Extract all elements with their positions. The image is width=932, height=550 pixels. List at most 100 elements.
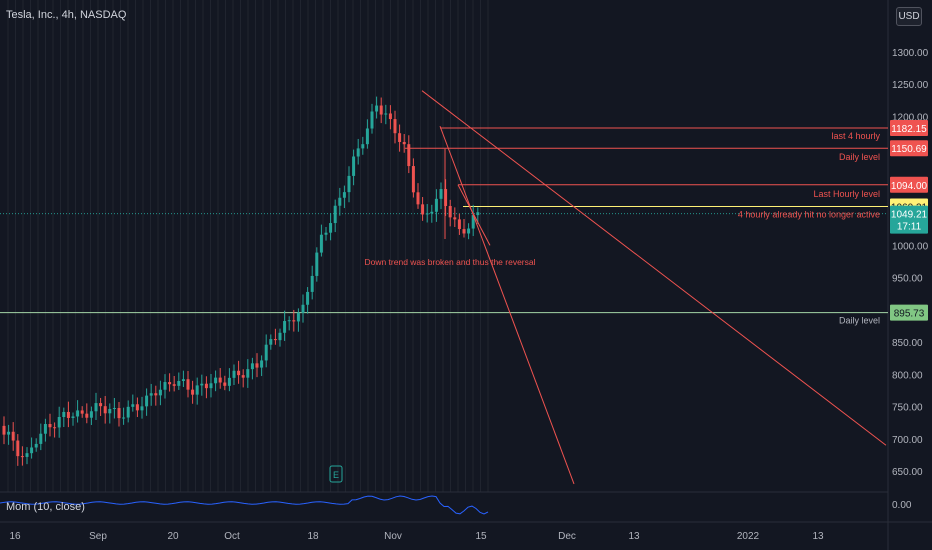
candle-body (43, 424, 47, 434)
candle-body (214, 377, 218, 384)
candle-body (163, 382, 167, 390)
candle-body (402, 142, 406, 145)
level-label: last 4 hourly (831, 131, 880, 141)
candle-body (407, 144, 411, 167)
price-badge (890, 304, 928, 321)
candle-body (448, 205, 452, 218)
candle-body (112, 408, 116, 410)
candle-body (315, 252, 319, 276)
candle-body (439, 189, 443, 199)
candle-body (388, 113, 392, 120)
candle-body (168, 382, 172, 385)
y-tick-label: 650.00 (892, 467, 923, 478)
y-tick-label: 950.00 (892, 274, 923, 285)
candle-body (411, 166, 415, 193)
price-badge-text: 1150.69 (891, 144, 927, 155)
momentum-panel (0, 495, 489, 515)
candle-body (269, 339, 273, 345)
candle-body (62, 411, 66, 418)
candle-body (122, 417, 126, 419)
candle-body (246, 369, 250, 378)
candle-body (39, 433, 43, 444)
candle-body (255, 363, 259, 368)
candle-body (329, 223, 333, 233)
candle-body (186, 379, 190, 390)
candle-body (218, 377, 222, 383)
time-axis: 16 Sep 20 Oct 18 Nov 15 Dec 13 2022 13 (9, 531, 824, 542)
y-tick-label: 1250.00 (892, 80, 929, 91)
candle-body (227, 377, 231, 386)
candle-body (131, 404, 135, 407)
y-tick-label: 1200.00 (892, 112, 929, 123)
annotations: 4 hourly already hit no longer active Dow… (329, 210, 880, 483)
candles (2, 96, 480, 466)
price-badge-text: 1094.00 (891, 181, 928, 192)
momentum-indicator-label[interactable]: Mom (10, close) (6, 501, 85, 513)
x-tick-label: 13 (812, 531, 824, 542)
candle-body (89, 411, 93, 418)
candle-body (342, 192, 346, 198)
candle-body (140, 406, 144, 411)
candle-body (306, 291, 310, 305)
price-badge (890, 140, 928, 157)
candle-body (11, 431, 15, 441)
candle-body (71, 416, 75, 418)
candle-body (398, 133, 402, 143)
candle-body (30, 447, 34, 454)
candle-body (296, 312, 300, 322)
candle-body (352, 156, 356, 176)
momentum-value: 0.00 (892, 500, 912, 511)
y-tick-label: 1300.00 (892, 48, 929, 59)
candle-body (57, 417, 61, 428)
candle-body (94, 403, 98, 412)
candle-body (241, 375, 245, 378)
candle-body (223, 382, 227, 386)
candle-body (85, 413, 89, 418)
candle-body (172, 384, 176, 386)
candle-body (34, 443, 38, 448)
momentum-line (0, 495, 489, 515)
candle-body (425, 213, 429, 215)
x-tick-label: Oct (224, 531, 240, 542)
level-label: Daily level (839, 152, 880, 162)
candle-body (292, 320, 296, 322)
x-tick-label: 15 (475, 531, 487, 542)
candle-body (209, 383, 213, 389)
candle-body (457, 219, 461, 230)
candle-body (361, 144, 365, 149)
candle-body (338, 197, 342, 206)
price-badge-text: 1182.15 (891, 124, 927, 135)
currency-button[interactable]: USD (896, 7, 922, 26)
candle-body (467, 228, 471, 234)
candle-body (370, 111, 374, 129)
annotation-text: 4 hourly already hit no longer active (738, 210, 880, 220)
candle-body (99, 403, 103, 407)
price-badge (890, 119, 928, 136)
y-tick-label: 1000.00 (892, 241, 929, 252)
candle-body (287, 320, 291, 322)
annotation-text: Down trend was broken and thus the rever… (364, 257, 535, 267)
price-axis: 650.00700.00750.00800.00850.00900.00950.… (892, 48, 929, 511)
candle-body (204, 383, 208, 389)
x-tick-label: 20 (167, 531, 179, 542)
price-badge (890, 176, 928, 193)
countdown-text: 17:11 (897, 222, 922, 233)
x-tick-label: 16 (9, 531, 21, 542)
candle-body (181, 379, 185, 381)
x-tick-label: Dec (558, 531, 576, 542)
candle-body (66, 411, 70, 418)
candle-body (135, 404, 139, 411)
earnings-marker (329, 465, 343, 483)
trend-lines (421, 90, 887, 485)
trend-line (421, 90, 887, 446)
candle-body (416, 192, 420, 205)
candle-body (177, 380, 181, 386)
x-tick-label: 2022 (737, 531, 760, 542)
candle-body (2, 425, 6, 435)
y-tick-label: 750.00 (892, 403, 923, 414)
candle-body (191, 389, 195, 395)
y-tick-label: 850.00 (892, 338, 923, 349)
candle-body (444, 189, 448, 206)
